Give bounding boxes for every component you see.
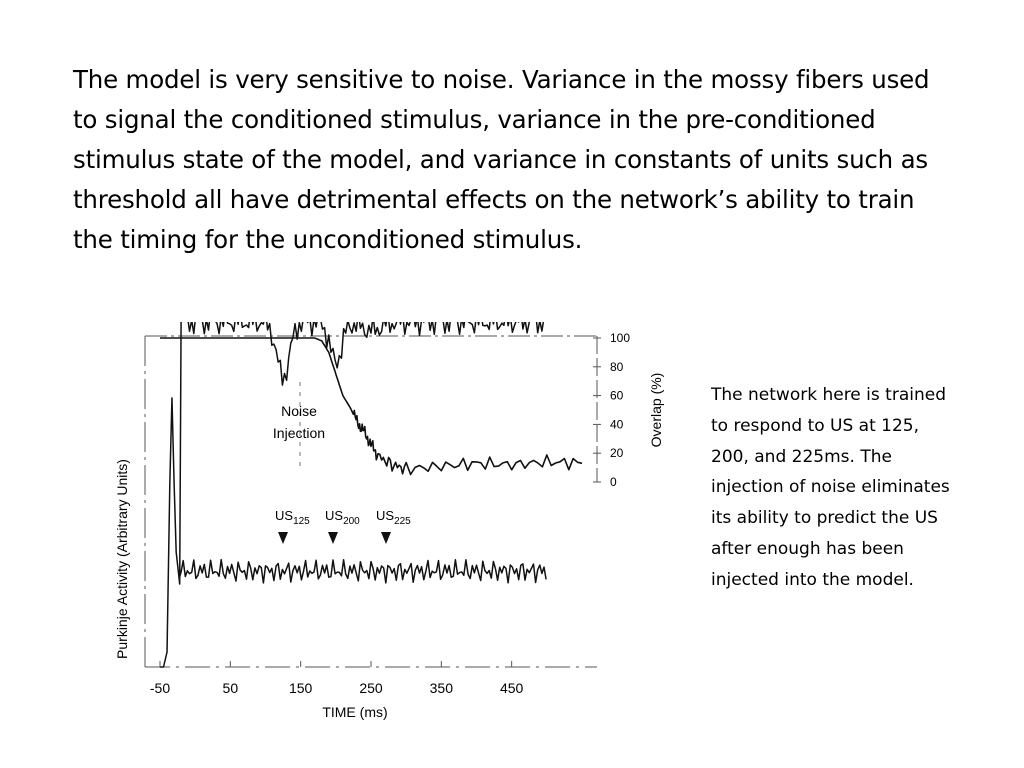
x-tick-label: 150 xyxy=(289,680,313,696)
purkinje-trace-trained xyxy=(160,322,545,668)
us-125-arrow xyxy=(278,532,288,544)
x-tick-label: 50 xyxy=(223,680,239,696)
us-200-label: US200 xyxy=(325,508,360,527)
figure-svg: Noise Injection US125 US200 US225 Purkin… xyxy=(114,322,664,720)
purkinje-activity-figure: Noise Injection US125 US200 US225 Purkin… xyxy=(100,322,680,732)
right-tick-label: 20 xyxy=(610,446,624,460)
us-225-marker: US225 xyxy=(376,508,411,544)
right-tick-group: 100 80 60 40 20 0 xyxy=(593,331,630,489)
purkinje-trace-noise xyxy=(178,558,547,584)
noise-label: Noise xyxy=(281,403,317,419)
us-200-arrow xyxy=(328,532,338,544)
injection-label: Injection xyxy=(273,425,325,441)
x-tick-label: 450 xyxy=(500,680,524,696)
x-axis-label: TIME (ms) xyxy=(322,704,387,720)
us-200-marker: US200 xyxy=(325,508,360,544)
right-axis-label: Overlap (%) xyxy=(648,373,664,448)
us-225-arrow xyxy=(381,532,391,544)
y-axis-label: Purkinje Activity (Arbitrary Units) xyxy=(114,459,130,659)
right-tick-label: 60 xyxy=(610,389,624,403)
right-tick-label: 40 xyxy=(610,417,624,431)
x-tick-label: 250 xyxy=(359,680,383,696)
overlap-curve xyxy=(160,337,583,476)
us-225-label: US225 xyxy=(376,508,411,527)
x-tick-label: 350 xyxy=(430,680,454,696)
right-tick-label: 80 xyxy=(610,360,624,374)
main-paragraph: The model is very sensitive to noise. Va… xyxy=(73,65,930,254)
right-tick-label: 100 xyxy=(610,331,630,345)
x-tick-label: -50 xyxy=(150,680,170,696)
us-125-label: US125 xyxy=(275,508,310,527)
us-125-marker: US125 xyxy=(275,508,310,544)
right-tick-label: 0 xyxy=(610,475,617,489)
figure-caption: The network here is trained to respond t… xyxy=(711,385,950,590)
x-tick-group: -50 50 150 250 350 450 xyxy=(150,661,524,696)
